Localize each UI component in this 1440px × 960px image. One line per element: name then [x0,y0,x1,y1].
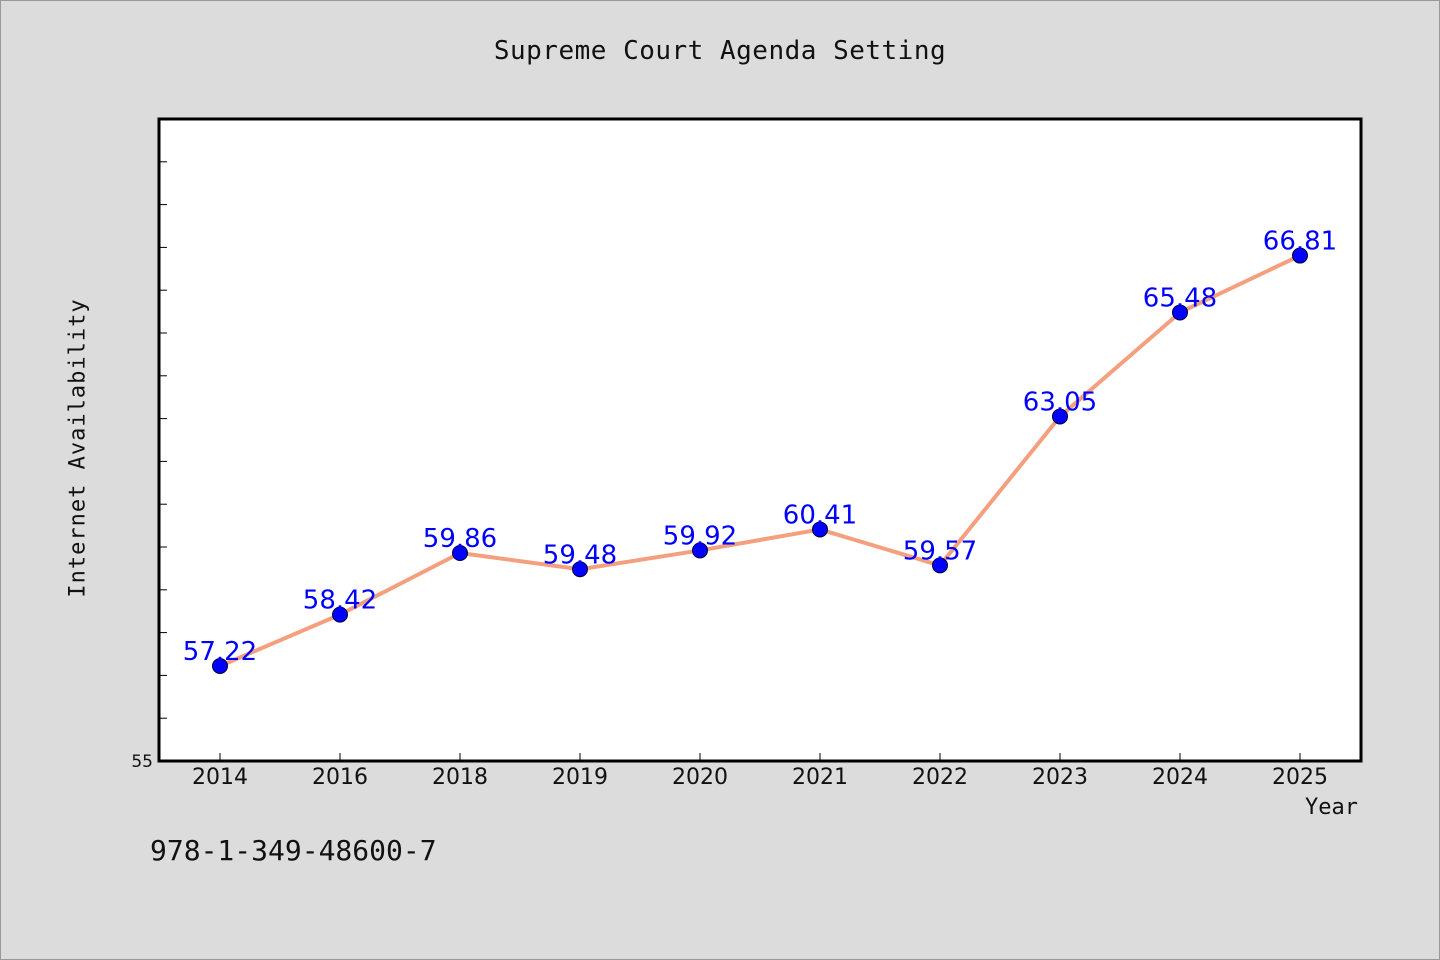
data-label: 65.48 [1143,283,1217,313]
plot-area [157,117,1363,763]
x-tick-label: 2021 [792,765,848,790]
x-tick-label: 2025 [1272,765,1328,790]
data-point [332,606,348,623]
data-point [932,557,948,574]
x-tick-label: 2020 [672,765,728,790]
series-line [218,253,1302,668]
data-point [1172,304,1188,321]
data-point [212,657,228,674]
chart-title: Supreme Court Agenda Setting [493,36,947,66]
data-label: 59.48 [543,540,617,570]
data-point [1292,247,1308,264]
x-tick-label: 2019 [552,765,608,790]
x-tick-label: 2018 [432,765,488,790]
data-label: 66.81 [1263,227,1337,257]
x-axis-label: Year [1305,795,1358,820]
data-point [452,544,468,561]
data-label: 59.86 [423,524,497,554]
x-tick-label: 2014 [192,765,248,790]
data-point [1052,408,1068,425]
x-tick-label: 2016 [312,765,368,790]
x-tick-label: 2024 [1152,765,1208,790]
data-label: 58.42 [303,586,377,616]
y-tick-label: 55 [131,752,153,772]
data-point [692,542,708,559]
data-label: 59.57 [903,536,977,566]
x-tick-label: 2023 [1032,765,1088,790]
data-label: 57.22 [183,637,257,667]
data-point [812,521,828,538]
data-label: 63.05 [1023,387,1097,417]
footer-code: 978-1-349-48600-7 [150,834,437,867]
data-label: 60.41 [783,500,857,530]
x-tick-label: 2022 [912,765,968,790]
data-label: 59.92 [663,521,737,551]
data-point [572,561,588,578]
